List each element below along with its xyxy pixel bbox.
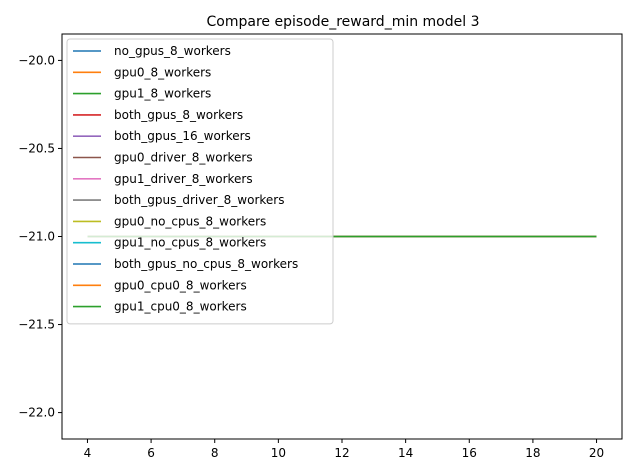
legend-label-7: both_gpus_driver_8_workers: [114, 193, 284, 207]
y-tick-label: −22.0: [18, 406, 55, 420]
legend-box: [66, 38, 334, 325]
x-tick-label: 4: [84, 446, 92, 460]
legend-label-2: gpu1_8_workers: [114, 87, 211, 101]
legend-label-11: gpu0_cpu0_8_workers: [114, 278, 247, 292]
y-axis: −22.0 −21.5 −21.0 −20.5 −20.0: [18, 53, 62, 420]
x-tick-label: 16: [462, 446, 477, 460]
y-tick-label: −20.0: [18, 53, 55, 67]
y-tick-label: −20.5: [18, 141, 55, 155]
legend-label-1: gpu0_8_workers: [114, 65, 211, 79]
x-tick-label: 10: [271, 446, 286, 460]
legend-label-0: no_gpus_8_workers: [114, 44, 231, 58]
legend-label-3: both_gpus_8_workers: [114, 108, 243, 122]
legend-label-9: gpu1_no_cpus_8_workers: [114, 236, 266, 250]
x-tick-label: 8: [211, 446, 219, 460]
x-tick-label: 6: [147, 446, 155, 460]
x-tick-label: 12: [334, 446, 349, 460]
x-tick-label: 18: [525, 446, 540, 460]
x-tick-label: 20: [589, 446, 604, 460]
chart-title: Compare episode_reward_min model 3: [207, 14, 480, 30]
legend: no_gpus_8_workers gpu0_8_workers gpu1_8_wo…: [66, 38, 334, 325]
legend-label-12: gpu1_cpu0_8_workers: [114, 300, 247, 314]
legend-label-5: gpu0_driver_8_workers: [114, 151, 253, 165]
legend-label-6: gpu1_driver_8_workers: [114, 172, 253, 186]
y-tick-label: −21.0: [18, 230, 55, 244]
y-tick-label: −21.5: [18, 318, 55, 332]
legend-label-8: gpu0_no_cpus_8_workers: [114, 214, 266, 228]
x-tick-label: 14: [398, 446, 413, 460]
legend-label-4: both_gpus_16_workers: [114, 129, 251, 143]
legend-label-10: both_gpus_no_cpus_8_workers: [114, 257, 298, 271]
x-axis: 4 6 8 10 12 14 16 18 20: [84, 439, 604, 460]
